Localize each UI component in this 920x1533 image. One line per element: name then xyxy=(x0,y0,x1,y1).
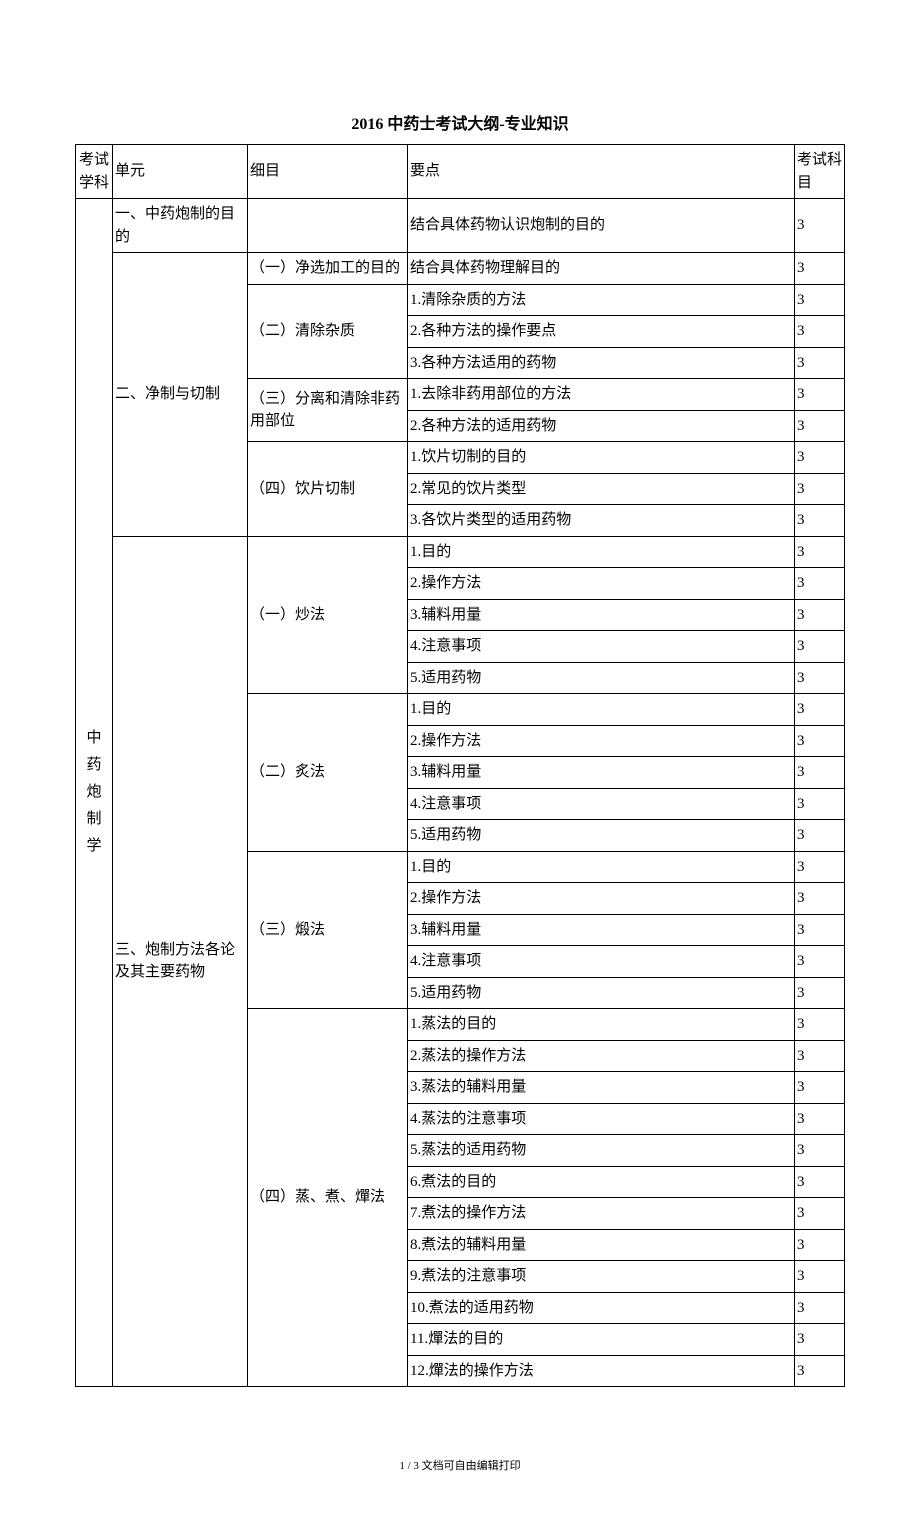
point-cell: 5.蒸法的适用药物 xyxy=(408,1135,795,1167)
document-title: 2016 中药士考试大纲-专业知识 xyxy=(75,110,845,134)
section-cell: （三）煅法 xyxy=(248,851,408,1009)
section-cell: （二）清除杂质 xyxy=(248,284,408,379)
point-cell: 3.辅料用量 xyxy=(408,599,795,631)
header-col2: 单元 xyxy=(113,145,248,199)
header-col5: 考试科目 xyxy=(795,145,845,199)
score-cell: 3 xyxy=(795,883,845,915)
point-cell: 1.去除非药用部位的方法 xyxy=(408,379,795,411)
point-cell: 5.适用药物 xyxy=(408,977,795,1009)
table-row: 三、炮制方法各论及其主要药物 （一）炒法 1.目的 3 xyxy=(76,536,845,568)
score-cell: 3 xyxy=(795,1072,845,1104)
point-cell: 5.适用药物 xyxy=(408,820,795,852)
score-cell: 3 xyxy=(795,977,845,1009)
point-cell: 1.目的 xyxy=(408,536,795,568)
score-cell: 3 xyxy=(795,1292,845,1324)
point-cell: 7.煮法的操作方法 xyxy=(408,1198,795,1230)
point-cell: 1.目的 xyxy=(408,694,795,726)
score-cell: 3 xyxy=(795,410,845,442)
point-cell: 5.适用药物 xyxy=(408,662,795,694)
unit-cell: 二、净制与切制 xyxy=(113,253,248,537)
point-cell: 3.各种方法适用的药物 xyxy=(408,347,795,379)
point-cell: 3.辅料用量 xyxy=(408,914,795,946)
point-cell: 2.常见的饮片类型 xyxy=(408,473,795,505)
section-cell: （四）蒸、煮、燀法 xyxy=(248,1009,408,1387)
point-cell: 8.煮法的辅料用量 xyxy=(408,1229,795,1261)
score-cell: 3 xyxy=(795,1324,845,1356)
score-cell: 3 xyxy=(795,788,845,820)
header-col3: 细目 xyxy=(248,145,408,199)
score-cell: 3 xyxy=(795,1135,845,1167)
section-cell: （二）炙法 xyxy=(248,694,408,852)
point-cell: 10.煮法的适用药物 xyxy=(408,1292,795,1324)
score-cell: 3 xyxy=(795,199,845,253)
section-cell: （一）净选加工的目的 xyxy=(248,253,408,285)
point-cell: 4.注意事项 xyxy=(408,631,795,663)
point-cell: 1.蒸法的目的 xyxy=(408,1009,795,1041)
point-cell: 6.煮法的目的 xyxy=(408,1166,795,1198)
score-cell: 3 xyxy=(795,379,845,411)
subject-cell: 中药炮制学 xyxy=(76,199,113,1387)
table-row: 二、净制与切制 （一）净选加工的目的 结合具体药物理解目的 3 xyxy=(76,253,845,285)
header-row: 考试学科 单元 细目 要点 考试科目 xyxy=(76,145,845,199)
section-cell xyxy=(248,199,408,253)
point-cell: 4.蒸法的注意事项 xyxy=(408,1103,795,1135)
score-cell: 3 xyxy=(795,316,845,348)
score-cell: 3 xyxy=(795,1229,845,1261)
unit-cell: 三、炮制方法各论及其主要药物 xyxy=(113,536,248,1387)
score-cell: 3 xyxy=(795,253,845,285)
score-cell: 3 xyxy=(795,851,845,883)
score-cell: 3 xyxy=(795,536,845,568)
score-cell: 3 xyxy=(795,631,845,663)
point-cell: 3.蒸法的辅料用量 xyxy=(408,1072,795,1104)
score-cell: 3 xyxy=(795,1103,845,1135)
point-cell: 2.蒸法的操作方法 xyxy=(408,1040,795,1072)
section-cell: （四）饮片切制 xyxy=(248,442,408,537)
score-cell: 3 xyxy=(795,820,845,852)
score-cell: 3 xyxy=(795,725,845,757)
score-cell: 3 xyxy=(795,599,845,631)
score-cell: 3 xyxy=(795,757,845,789)
unit-cell: 一、中药炮制的目的 xyxy=(113,199,248,253)
point-cell: 2.操作方法 xyxy=(408,883,795,915)
point-cell: 4.注意事项 xyxy=(408,946,795,978)
score-cell: 3 xyxy=(795,442,845,474)
table-row: 中药炮制学 一、中药炮制的目的 结合具体药物认识炮制的目的 3 xyxy=(76,199,845,253)
score-cell: 3 xyxy=(795,1166,845,1198)
header-col1: 考试学科 xyxy=(76,145,113,199)
point-cell: 4.注意事项 xyxy=(408,788,795,820)
point-cell: 2.各种方法的适用药物 xyxy=(408,410,795,442)
point-cell: 11.燀法的目的 xyxy=(408,1324,795,1356)
point-cell: 9.煮法的注意事项 xyxy=(408,1261,795,1293)
score-cell: 3 xyxy=(795,347,845,379)
score-cell: 3 xyxy=(795,946,845,978)
score-cell: 3 xyxy=(795,694,845,726)
point-cell: 2.操作方法 xyxy=(408,568,795,600)
score-cell: 3 xyxy=(795,662,845,694)
point-cell: 2.操作方法 xyxy=(408,725,795,757)
score-cell: 3 xyxy=(795,505,845,537)
score-cell: 3 xyxy=(795,1009,845,1041)
point-cell: 1.饮片切制的目的 xyxy=(408,442,795,474)
point-cell: 结合具体药物认识炮制的目的 xyxy=(408,199,795,253)
section-cell: （一）炒法 xyxy=(248,536,408,694)
score-cell: 3 xyxy=(795,568,845,600)
section-cell: （三）分离和清除非药用部位 xyxy=(248,379,408,442)
syllabus-table: 考试学科 单元 细目 要点 考试科目 中药炮制学 一、中药炮制的目的 结合具体药… xyxy=(75,144,845,1387)
score-cell: 3 xyxy=(795,284,845,316)
point-cell: 2.各种方法的操作要点 xyxy=(408,316,795,348)
point-cell: 结合具体药物理解目的 xyxy=(408,253,795,285)
page-footer: 1 / 3 文档可自由编辑打印 xyxy=(75,1457,845,1473)
score-cell: 3 xyxy=(795,1040,845,1072)
score-cell: 3 xyxy=(795,1355,845,1387)
point-cell: 3.辅料用量 xyxy=(408,757,795,789)
point-cell: 12.燀法的操作方法 xyxy=(408,1355,795,1387)
score-cell: 3 xyxy=(795,914,845,946)
score-cell: 3 xyxy=(795,473,845,505)
score-cell: 3 xyxy=(795,1261,845,1293)
point-cell: 3.各饮片类型的适用药物 xyxy=(408,505,795,537)
score-cell: 3 xyxy=(795,1198,845,1230)
point-cell: 1.目的 xyxy=(408,851,795,883)
header-col4: 要点 xyxy=(408,145,795,199)
point-cell: 1.清除杂质的方法 xyxy=(408,284,795,316)
